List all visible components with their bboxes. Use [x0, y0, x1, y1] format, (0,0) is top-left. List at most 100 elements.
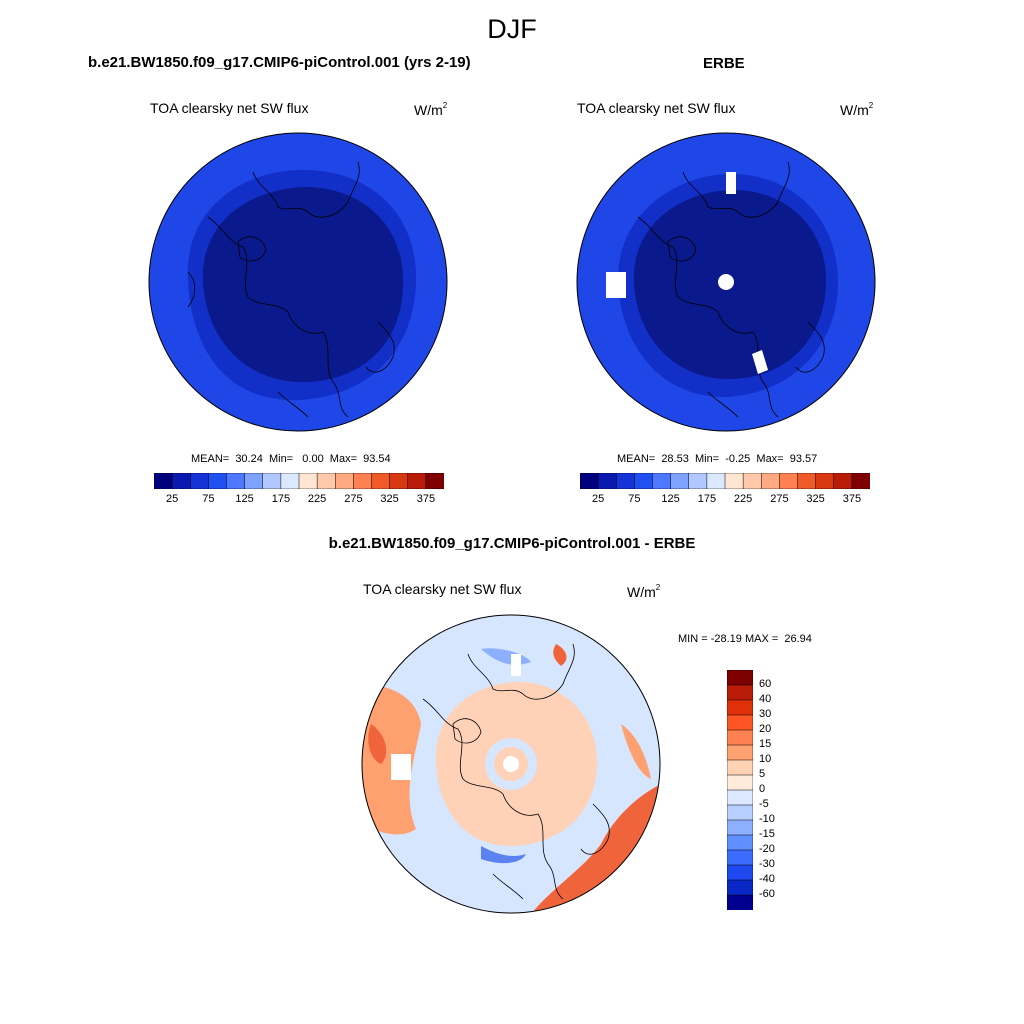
- diff-colorbar-tick-label: 40: [759, 693, 772, 705]
- model-colorbar-box: [316, 473, 336, 489]
- model-colorbar-box: [154, 473, 173, 489]
- model-stats: MEAN= 30.24 Min= 0.00 Max= 93.54: [191, 453, 391, 465]
- model-inner-zone: [202, 186, 404, 383]
- diff-warm-region-east: [621, 724, 651, 779]
- obs-colorbar-tick-label: 75: [628, 493, 641, 505]
- diff-missing-pole: [503, 756, 519, 772]
- model-colorbar-tick-label: 25: [165, 493, 179, 505]
- diff-stats: MIN = -28.19 MAX = 26.94: [678, 633, 812, 645]
- obs-colorbar-box: [779, 473, 799, 489]
- diff-colorbar-box: [727, 834, 753, 851]
- diff-colorbar-tick-label: 30: [759, 708, 772, 720]
- model-colorbar-tick-label: 325: [380, 493, 399, 505]
- model-colorbar-box: [244, 473, 264, 489]
- model-variable-label: TOA clearsky net SW flux: [150, 100, 309, 116]
- diff-colorbar-box: [727, 699, 753, 716]
- obs-colorbar-box: [742, 473, 762, 489]
- obs-colorbar-tick-label: 225: [733, 493, 753, 505]
- model-colorbar-labels: 25 75 125 175 225 275 325 375: [154, 493, 444, 507]
- obs-colorbar-box: [688, 473, 708, 489]
- obs-colorbar-tick-label: 275: [770, 493, 789, 505]
- diff-hot-region-north: [553, 644, 567, 666]
- model-colorbar-box: [353, 473, 373, 489]
- diff-colorbar: [727, 670, 753, 910]
- diff-colorbar-box: [727, 670, 753, 686]
- diff-colorbar-tick-label: 60: [759, 678, 772, 690]
- diff-colorbar-box: [727, 819, 753, 836]
- diff-colorbar-tick-label: -30: [759, 858, 775, 870]
- obs-colorbar-tick-label: 25: [591, 493, 605, 505]
- obs-missing-patch-left: [606, 272, 626, 298]
- obs-variable-label: TOA clearsky net SW flux: [577, 100, 736, 116]
- diff-colorbar-box: [727, 684, 753, 701]
- obs-colorbar-box: [580, 473, 599, 489]
- diff-colorbar-box: [727, 789, 753, 806]
- diff-colorbar-tick-label: -60: [759, 888, 775, 900]
- model-colorbar-tick-label: 175: [271, 493, 291, 505]
- model-colorbar-box: [371, 473, 391, 489]
- obs-colorbar-box: [652, 473, 672, 489]
- diff-colorbar-tick-label: -40: [759, 873, 775, 885]
- obs-map-border: [576, 132, 876, 432]
- model-colorbar-tick-label: 125: [235, 493, 254, 505]
- model-colorbar-tick-label: 225: [307, 493, 327, 505]
- obs-colorbar-box: [761, 473, 780, 489]
- diff-colorbar-tick-label: 10: [759, 753, 772, 765]
- model-colorbar-box: [407, 473, 427, 489]
- obs-colorbar-tick-label: 175: [697, 493, 717, 505]
- obs-colorbar-tick-label: 375: [842, 493, 862, 505]
- diff-cold-region-south: [481, 846, 526, 864]
- obs-colorbar-tick-label: 325: [806, 493, 825, 505]
- model-coastlines: [187, 161, 395, 418]
- diff-colorbar-tick-label: -15: [759, 828, 775, 840]
- diff-colorbar-box: [727, 759, 753, 776]
- model-colorbar-box: [262, 473, 282, 489]
- model-unit-label: W/m2: [414, 101, 448, 118]
- obs-colorbar-box: [616, 473, 635, 489]
- model-colorbar-tick-label: 375: [416, 493, 436, 505]
- diff-colorbar-tick-label: -20: [759, 843, 775, 855]
- diff-hot-region-west: [368, 724, 387, 764]
- diff-colorbar-tick-label: 15: [759, 738, 772, 750]
- model-colorbar-box: [190, 473, 209, 489]
- diff-colorbar-box: [727, 714, 753, 731]
- model-map-border: [148, 132, 448, 432]
- diff-colorbar-tick-label: 5: [759, 768, 766, 780]
- obs-coastlines: [637, 161, 825, 418]
- model-panel-title: b.e21.BW1850.f09_g17.CMIP6-piControl.001…: [88, 54, 471, 71]
- model-colorbar-tick-label: 275: [344, 493, 363, 505]
- obs-colorbar-box: [797, 473, 817, 489]
- obs-colorbar-labels: 25 75 125 175 225 275 325 375: [580, 493, 870, 507]
- diff-colorbar-box: [727, 864, 753, 881]
- diff-colorbar-tick-label: -10: [759, 813, 775, 825]
- diff-colorbar-labels: 60 40 30 20 15 10 5 0 -5 -10 -15 -20 -30 -40 -60: [759, 670, 799, 910]
- diff-map-border: [361, 614, 661, 914]
- model-colorbar-tick-label: 75: [202, 493, 215, 505]
- model-colorbar-box: [389, 473, 409, 489]
- obs-colorbar-box: [634, 473, 654, 489]
- model-colorbar-box: [425, 473, 444, 489]
- diff-colorbar-box: [727, 804, 753, 821]
- diff-coastlines: [422, 643, 610, 900]
- obs-missing-patch-right: [752, 350, 768, 374]
- obs-polar-map: [576, 132, 876, 432]
- diff-unit-label: W/m2: [627, 583, 661, 600]
- obs-stats: MEAN= 28.53 Min= -0.25 Max= 93.57: [617, 453, 818, 465]
- diff-panel-title: b.e21.BW1850.f09_g17.CMIP6-piControl.001…: [328, 535, 696, 552]
- diff-colorbar-box: [727, 729, 753, 746]
- diff-colorbar-tick-label: -5: [759, 798, 769, 810]
- model-polar-map: [148, 132, 448, 432]
- model-colorbar-box: [335, 473, 354, 489]
- model-colorbar-box: [171, 473, 191, 489]
- diff-colorbar-box: [727, 879, 753, 896]
- diff-colorbar-box: [727, 894, 753, 910]
- model-colorbar-box: [298, 473, 318, 489]
- diff-missing-patch-left: [391, 754, 411, 780]
- obs-colorbar-box: [833, 473, 853, 489]
- diff-colorbar-box: [727, 744, 753, 761]
- diff-polar-map: [361, 614, 661, 914]
- obs-colorbar-box: [815, 473, 835, 489]
- obs-colorbar-box: [670, 473, 690, 489]
- diff-variable-label: TOA clearsky net SW flux: [363, 581, 522, 597]
- model-colorbar-box: [280, 473, 300, 489]
